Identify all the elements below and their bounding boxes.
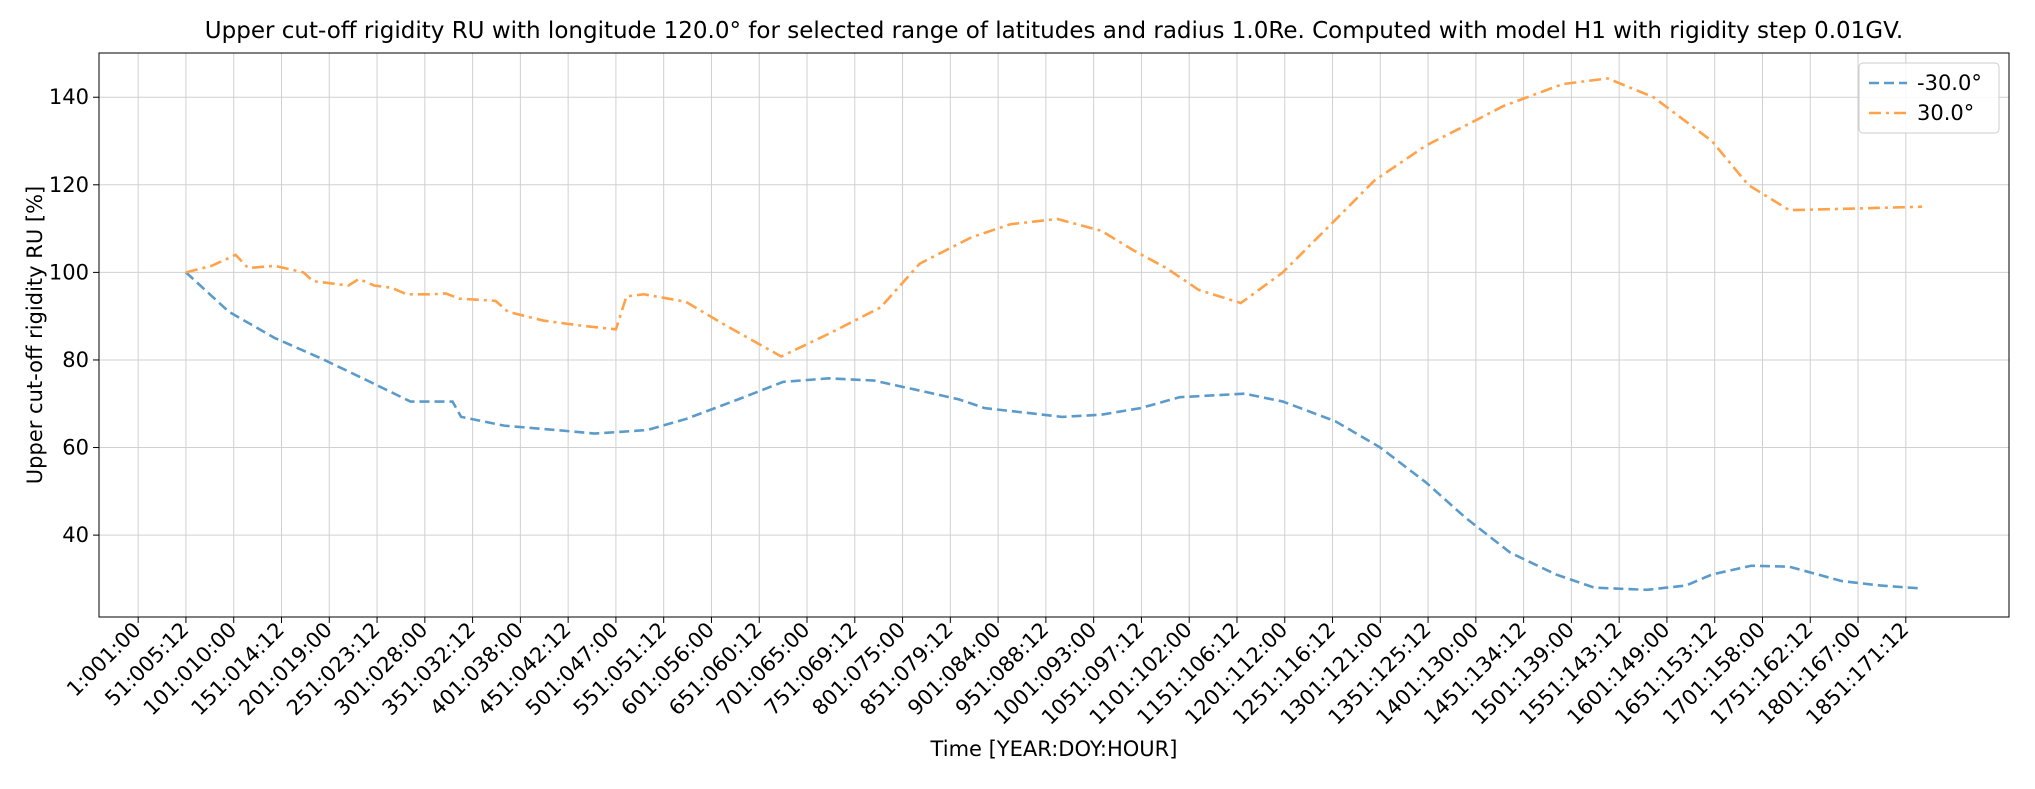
y-tick-label: 80: [62, 348, 89, 372]
series-line: [185, 271, 1923, 592]
legend-label: 30.0°: [1917, 101, 1974, 125]
legend-label: -30.0°: [1917, 71, 1982, 95]
series-line: [185, 77, 1923, 358]
plot-frame: [98, 52, 2010, 618]
legend-box: [1858, 62, 2000, 134]
y-tick-label: 60: [62, 436, 89, 460]
chart-title: Upper cut-off rigidity RU with longitude…: [205, 18, 1903, 44]
y-tick-label: 120: [49, 173, 89, 197]
y-tick-label: 40: [62, 523, 89, 547]
y-tick-label: 100: [49, 260, 89, 284]
y-tick-label: 140: [49, 85, 89, 109]
x-axis-label: Time [YEAR:DOY:HOUR]: [930, 737, 1178, 761]
y-axis-label: Upper cut-off rigidity RU [%]: [23, 186, 47, 484]
